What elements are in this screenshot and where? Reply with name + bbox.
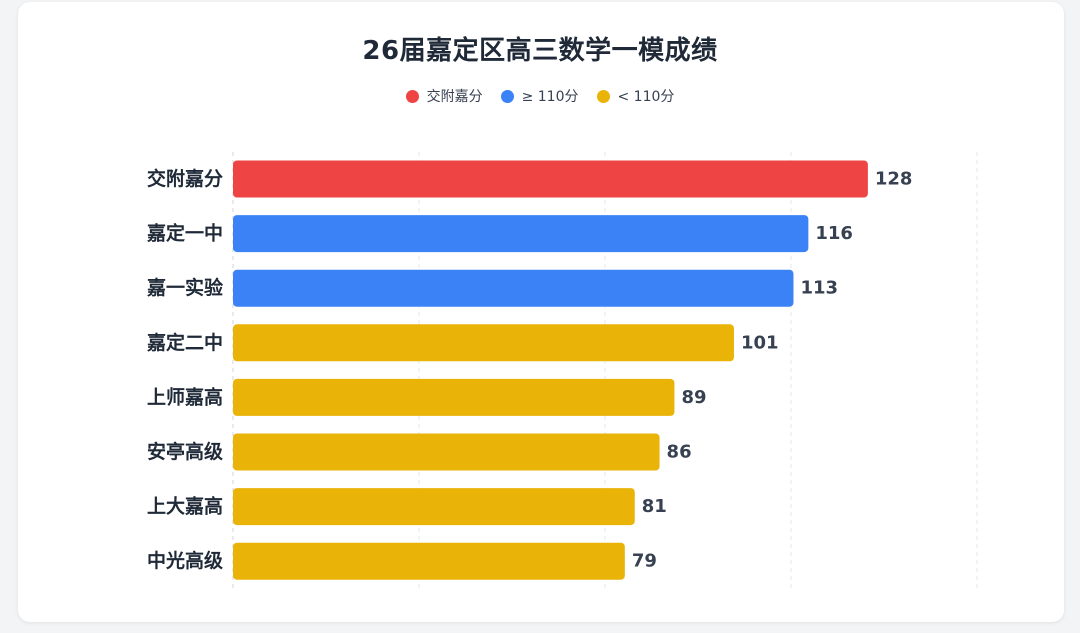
value-label: 81: [642, 496, 667, 517]
bar[interactable]: [233, 488, 635, 526]
category-label: 嘉定二中: [146, 331, 223, 354]
value-label: 116: [815, 223, 853, 244]
category-label: 中光高级: [147, 549, 223, 572]
legend-label-above-110: ≥ 110分: [521, 89, 579, 105]
category-label: 交附嘉分: [147, 167, 223, 190]
chart-title: 26届嘉定区高三数学一模成绩: [362, 36, 718, 66]
value-label: 101: [741, 332, 779, 353]
bar[interactable]: [233, 215, 809, 253]
category-label: 上师嘉高: [147, 385, 223, 408]
bar[interactable]: [233, 378, 675, 416]
legend-item-below-110[interactable]: < 110分: [596, 86, 675, 106]
bar[interactable]: [233, 269, 794, 307]
legend-label-highlight: 交附嘉分: [426, 89, 483, 105]
legend-item-highlight[interactable]: 交附嘉分: [405, 86, 483, 106]
legend-label-below-110: < 110分: [617, 89, 675, 105]
value-label: 89: [681, 387, 706, 408]
bar[interactable]: [233, 542, 625, 580]
value-label: 79: [632, 551, 657, 572]
category-label: 安亭高级: [147, 440, 223, 463]
bar[interactable]: [233, 433, 660, 471]
bar[interactable]: [233, 324, 734, 362]
legend-swatch-blue: [500, 89, 514, 103]
category-label: 上大嘉高: [147, 495, 223, 518]
chart-legend: 交附嘉分 ≥ 110分 < 110分: [0, 86, 1080, 106]
value-label: 113: [800, 278, 838, 299]
category-label: 嘉定一中: [146, 222, 223, 245]
bar[interactable]: [233, 160, 868, 198]
legend-item-above-110[interactable]: ≥ 110分: [500, 86, 579, 106]
value-label: 86: [667, 442, 692, 463]
legend-swatch-red: [405, 89, 419, 103]
value-label: 128: [875, 169, 913, 190]
category-label: 嘉一实验: [146, 276, 224, 299]
legend-swatch-yellow: [596, 89, 610, 103]
